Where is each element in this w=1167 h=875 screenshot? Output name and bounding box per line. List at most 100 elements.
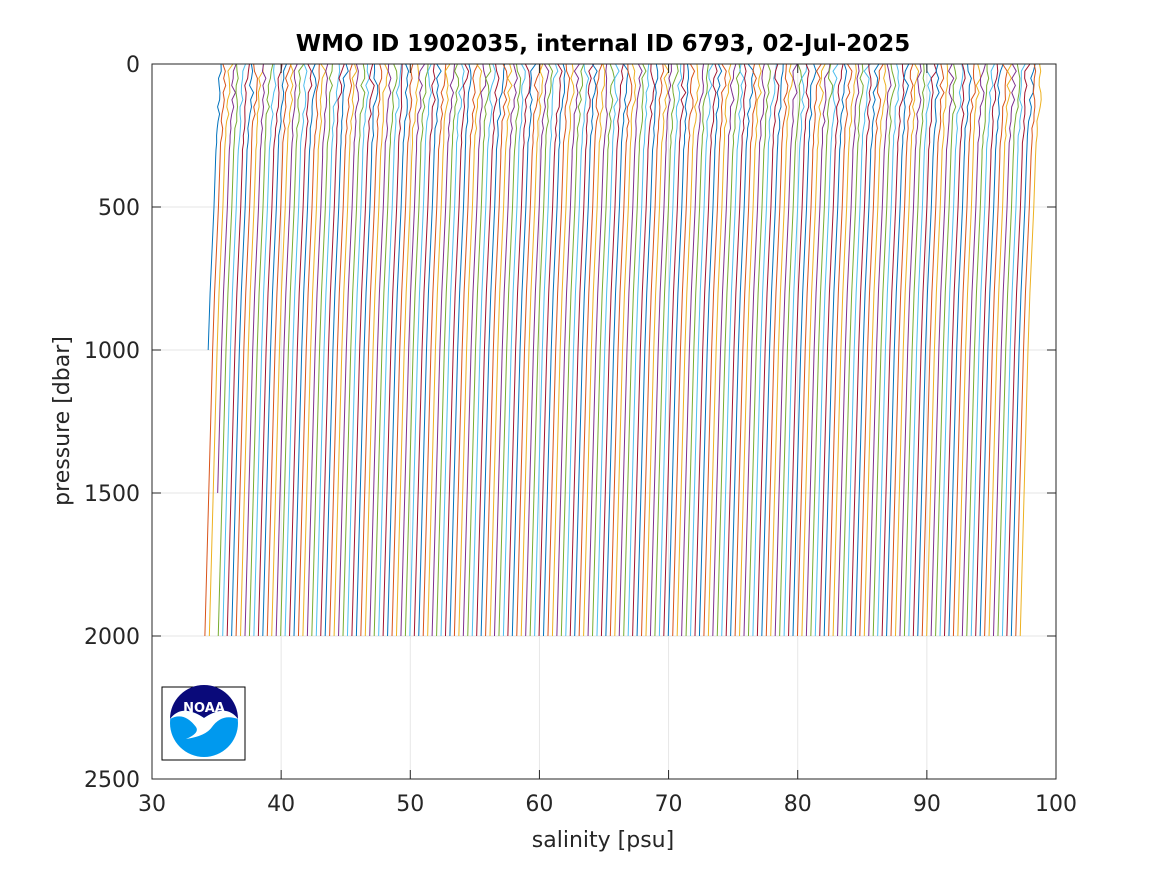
profile-line	[943, 63, 966, 637]
y-tick-label: 2500	[84, 768, 140, 793]
profile-line	[703, 63, 727, 637]
profile-line	[1001, 63, 1026, 637]
profile-line	[783, 63, 808, 637]
profile-line	[667, 63, 689, 637]
profile-line	[810, 63, 834, 637]
profile-line	[502, 63, 526, 637]
profile-line	[672, 63, 696, 637]
profile-line	[534, 63, 559, 637]
profile-line	[743, 63, 766, 637]
profile-line	[627, 63, 650, 637]
profile-line	[360, 63, 383, 637]
profile-line	[391, 63, 414, 637]
profile-line	[854, 63, 880, 637]
profile-line	[926, 63, 949, 637]
x-tick-label: 50	[396, 792, 424, 817]
profile-line	[560, 63, 585, 637]
profile-line	[1019, 63, 1042, 637]
profile-line	[796, 63, 822, 637]
profile-line	[346, 63, 370, 637]
profile-line	[935, 63, 957, 637]
profile-line	[903, 63, 926, 637]
profile-line	[890, 63, 914, 637]
profile-line	[476, 63, 500, 637]
profile-line	[801, 63, 826, 637]
profile-line	[930, 63, 955, 637]
profile-line	[207, 63, 222, 351]
profile-line	[547, 63, 571, 637]
profile-line	[387, 63, 410, 637]
profile-line	[658, 63, 683, 637]
profile-line	[525, 63, 550, 637]
profile-line	[819, 63, 844, 637]
profile-line	[275, 63, 298, 637]
profile-line	[373, 63, 398, 637]
profile-line	[471, 63, 496, 637]
noaa-logo: NOAA	[161, 685, 246, 761]
profile-line	[761, 63, 784, 637]
y-axis-label: pressure [dbar]	[50, 336, 75, 506]
profile-line	[400, 63, 426, 637]
plot-frame	[151, 63, 1057, 780]
profile-line	[257, 63, 283, 637]
profile-line	[324, 63, 349, 637]
y-tick-label: 1000	[84, 339, 140, 364]
profile-line	[600, 63, 624, 637]
profile-line	[788, 63, 810, 637]
profile-line	[845, 63, 871, 637]
profiles	[204, 63, 1042, 637]
profile-line	[863, 63, 887, 637]
profile-line	[988, 63, 1013, 637]
profile-line	[306, 63, 329, 637]
profile-line	[730, 63, 755, 637]
profile-line	[685, 63, 709, 637]
profile-line	[444, 63, 470, 637]
profile-line	[226, 63, 250, 637]
axis-ticks	[151, 63, 1057, 780]
profile-line	[485, 63, 508, 637]
profile-line	[333, 63, 358, 637]
profile-line	[266, 63, 292, 637]
profile-line	[583, 63, 606, 637]
profile-line	[240, 63, 264, 637]
profile-line	[917, 63, 940, 637]
profile-line	[253, 63, 277, 637]
profile-line	[208, 63, 234, 637]
profile-line	[894, 63, 920, 637]
profile-line	[262, 63, 287, 637]
profile-line	[458, 63, 483, 637]
profile-line	[338, 63, 360, 637]
profile-line	[574, 63, 598, 637]
profile-line	[427, 63, 451, 637]
profile-line	[765, 63, 789, 637]
profile-line	[952, 63, 976, 637]
x-axis-label: salinity [psu]	[532, 828, 674, 853]
profile-line	[618, 63, 643, 637]
profile-line	[770, 63, 794, 637]
profile-line	[235, 63, 258, 637]
profile-line	[814, 63, 839, 637]
profile-line	[231, 63, 255, 637]
profile-line	[881, 63, 905, 637]
profile-line	[329, 63, 353, 637]
logo-text: NOAA	[183, 701, 225, 716]
grid-lines	[151, 63, 1057, 780]
profile-line	[204, 63, 227, 637]
profile-line	[364, 63, 389, 637]
profile-line	[886, 63, 910, 637]
profile-line	[992, 63, 1017, 637]
profile-line	[832, 63, 857, 637]
profile-line	[569, 63, 595, 637]
x-tick-label: 80	[784, 792, 812, 817]
x-tick-label: 40	[267, 792, 295, 817]
profile-line	[315, 63, 341, 637]
profile-line	[681, 63, 705, 637]
profile-line	[244, 63, 267, 637]
profile-line	[997, 63, 1021, 637]
profile-line	[641, 63, 665, 637]
profile-line	[462, 63, 487, 637]
profile-line	[752, 63, 777, 637]
profile-line	[837, 63, 860, 637]
profile-line	[395, 63, 420, 637]
